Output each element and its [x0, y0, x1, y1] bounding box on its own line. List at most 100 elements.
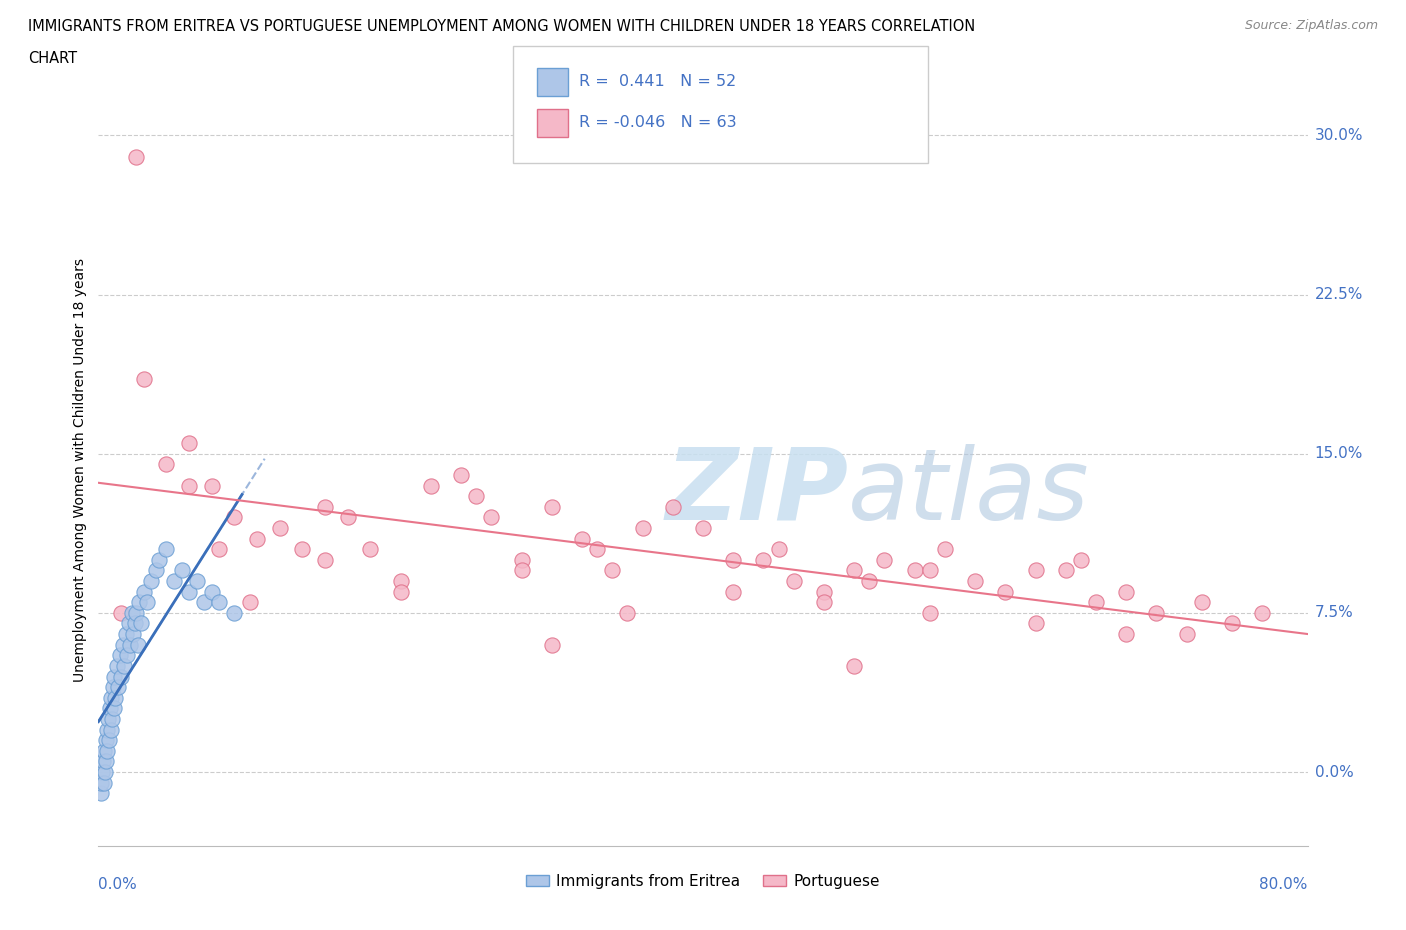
Text: Source: ZipAtlas.com: Source: ZipAtlas.com — [1244, 19, 1378, 32]
Point — [201, 478, 224, 493]
Point — [1115, 627, 1137, 642]
Point — [918, 563, 941, 578]
Point — [90, 776, 112, 790]
Point — [100, 723, 122, 737]
Point — [965, 574, 987, 589]
Point — [246, 531, 269, 546]
Point — [100, 690, 122, 705]
Point — [586, 542, 609, 557]
Point — [108, 648, 131, 663]
Point — [112, 658, 135, 673]
Point — [105, 658, 128, 673]
Text: 22.5%: 22.5% — [1315, 287, 1362, 302]
Point — [844, 563, 866, 578]
Point — [208, 595, 231, 610]
Point — [934, 542, 956, 557]
Text: IMMIGRANTS FROM ERITREA VS PORTUGUESE UNEMPLOYMENT AMONG WOMEN WITH CHILDREN UND: IMMIGRANTS FROM ERITREA VS PORTUGUESE UN… — [28, 19, 976, 33]
Point — [389, 584, 412, 599]
Point — [571, 531, 593, 546]
Point — [389, 574, 412, 589]
Point — [201, 584, 224, 599]
Point — [179, 478, 201, 493]
Point — [110, 669, 132, 684]
Point — [631, 521, 654, 536]
Point — [723, 584, 745, 599]
Point — [125, 605, 148, 620]
Y-axis label: Unemployment Among Women with Children Under 18 years: Unemployment Among Women with Children U… — [73, 258, 87, 682]
Point — [94, 733, 117, 748]
Point — [155, 542, 177, 557]
Point — [132, 372, 155, 387]
Point — [91, 764, 114, 779]
Point — [450, 468, 472, 483]
Point — [121, 605, 143, 620]
Point — [314, 499, 336, 514]
Point — [420, 478, 443, 493]
Point — [107, 680, 129, 695]
Point — [94, 764, 117, 779]
Point — [783, 574, 806, 589]
Point — [360, 542, 382, 557]
Point — [1115, 584, 1137, 599]
Point — [224, 510, 246, 525]
Point — [873, 552, 896, 567]
Point — [170, 563, 193, 578]
Point — [1070, 552, 1092, 567]
Point — [510, 563, 533, 578]
Point — [1024, 616, 1046, 631]
Point — [186, 574, 208, 589]
Point — [1146, 605, 1168, 620]
Point — [145, 563, 167, 578]
Text: atlas: atlas — [848, 444, 1090, 540]
Point — [510, 552, 533, 567]
Point — [1251, 605, 1274, 620]
Point — [1054, 563, 1077, 578]
Point — [208, 542, 231, 557]
Point — [129, 616, 152, 631]
Point — [465, 489, 488, 504]
Point — [96, 743, 118, 758]
Point — [616, 605, 638, 620]
Point — [127, 637, 149, 652]
Point — [661, 499, 683, 514]
Point — [135, 595, 157, 610]
Point — [994, 584, 1017, 599]
Point — [1085, 595, 1108, 610]
Legend: Immigrants from Eritrea, Portuguese: Immigrants from Eritrea, Portuguese — [520, 868, 886, 896]
Point — [813, 584, 835, 599]
Point — [132, 584, 155, 599]
Text: CHART: CHART — [28, 51, 77, 66]
Text: 7.5%: 7.5% — [1315, 605, 1353, 620]
Point — [90, 786, 112, 801]
Point — [163, 574, 186, 589]
Point — [104, 690, 127, 705]
Point — [179, 435, 201, 450]
Point — [336, 510, 359, 525]
Point — [98, 733, 121, 748]
Text: 30.0%: 30.0% — [1315, 128, 1362, 143]
Point — [752, 552, 775, 567]
Point — [291, 542, 314, 557]
Point — [918, 605, 941, 620]
Text: 80.0%: 80.0% — [1260, 877, 1308, 892]
Text: R =  0.441   N = 52: R = 0.441 N = 52 — [579, 74, 737, 89]
Point — [128, 595, 150, 610]
Point — [101, 680, 124, 695]
Point — [813, 595, 835, 610]
Point — [858, 574, 880, 589]
Text: 15.0%: 15.0% — [1315, 446, 1362, 461]
Point — [96, 723, 118, 737]
Point — [540, 637, 562, 652]
Text: ZIP: ZIP — [665, 444, 848, 540]
Point — [114, 627, 136, 642]
Point — [93, 776, 115, 790]
Point — [314, 552, 336, 567]
Point — [768, 542, 790, 557]
Point — [155, 457, 177, 472]
Point — [269, 521, 291, 536]
Point — [91, 754, 114, 769]
Point — [1220, 616, 1243, 631]
Point — [540, 499, 562, 514]
Point — [115, 648, 138, 663]
Point — [692, 521, 714, 536]
